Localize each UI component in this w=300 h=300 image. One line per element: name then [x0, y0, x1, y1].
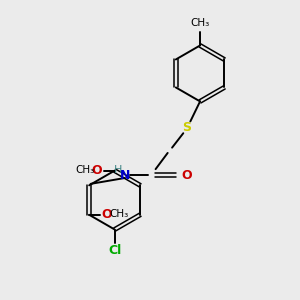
Text: CH₃: CH₃: [109, 209, 128, 219]
Text: S: S: [182, 122, 191, 134]
Text: CH₃: CH₃: [190, 18, 210, 28]
Text: O: O: [181, 169, 191, 182]
Text: O: O: [101, 208, 112, 221]
Text: O: O: [92, 164, 102, 176]
Text: CH₃: CH₃: [76, 165, 95, 175]
Text: H: H: [113, 165, 122, 175]
Text: Cl: Cl: [108, 244, 121, 256]
Text: N: N: [120, 169, 130, 182]
